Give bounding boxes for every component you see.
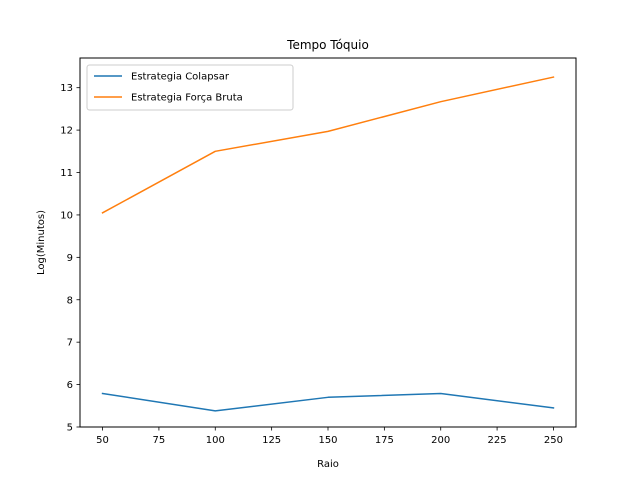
x-tick-label: 250 [544,435,563,446]
series-lines [101,76,555,412]
x-tick-label: 200 [431,435,450,446]
x-tick-label: 50 [96,435,109,446]
x-tick-label: 75 [153,435,166,446]
x-tick-label: 100 [206,435,225,446]
y-tick-label: 8 [67,295,73,306]
legend: Estrategia Colapsar Estrategia Força Brut… [86,64,294,111]
y-tick-label: 10 [60,210,73,221]
y-tick-label: 5 [67,423,73,434]
y-axis-label: Log(Minutos) [36,210,47,275]
x-axis: 50 75 100 125 150 175 200 225 250 [96,427,563,446]
plot-frame [79,57,577,428]
y-tick-label: 9 [67,253,73,264]
y-tick-label: 6 [67,380,73,391]
y-tick-label: 11 [60,168,73,179]
x-tick-label: 225 [488,435,507,446]
y-tick-label: 7 [67,338,73,349]
legend-label-1: Estrategia Força Bruta [131,93,243,104]
series-line-0 [101,392,555,412]
series-line-1 [101,76,555,214]
x-axis-label: Raio [317,459,339,470]
x-tick-label: 125 [262,435,281,446]
y-tick-label: 12 [60,126,73,137]
legend-label-0: Estrategia Colapsar [131,72,230,83]
y-axis: 5 6 7 8 9 10 11 12 13 [60,83,80,434]
chart-title: Tempo Tóquio [286,38,369,52]
y-tick-label: 13 [60,83,73,94]
legend-box [86,64,294,111]
x-tick-label: 150 [318,435,337,446]
x-tick-label: 175 [375,435,394,446]
